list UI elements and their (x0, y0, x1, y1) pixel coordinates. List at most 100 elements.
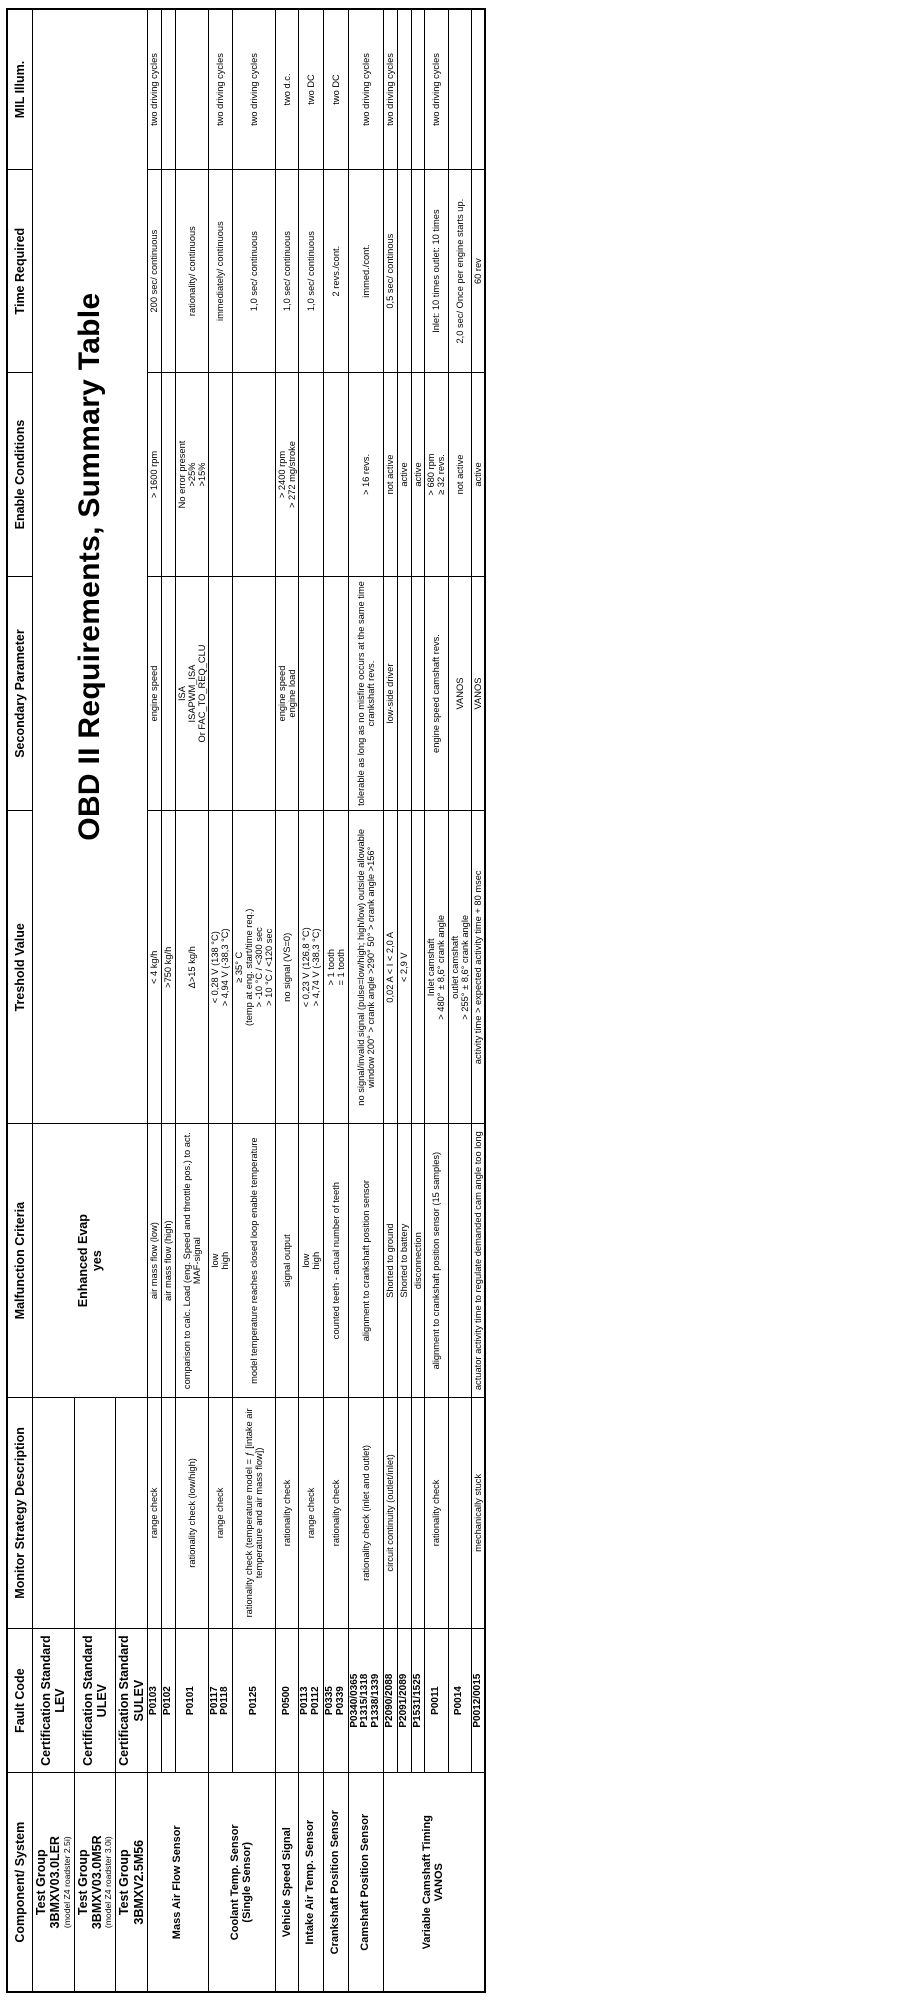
enable-conditions-cell (232, 372, 276, 577)
table-row: Intake Air Temp. Sensor P0113 P0112 range c… (298, 9, 324, 1992)
meta-blank-1 (74, 1397, 116, 1629)
monitor-strategy-cell (397, 1397, 412, 1629)
malfunction-criteria-cell: model temperature reaches closed loop en… (232, 1123, 276, 1398)
malfunction-criteria-cell: signal output (275, 1123, 299, 1398)
mil-illum-cell: two driving cycles (232, 9, 276, 170)
cert-standard-label-2: Certification Standard (117, 1635, 132, 1766)
fault-code-cell: P0101 (175, 1628, 209, 1773)
secondary-parameter-cell (208, 576, 233, 811)
monitor-strategy-cell: rationality check (inlet and outlet) (348, 1397, 384, 1629)
fault-code-cell: P0335 P0339 (323, 1628, 349, 1773)
secondary-parameter-cell (298, 576, 324, 811)
test-group-code-1: 3BMXV03.0M5R (90, 1835, 104, 1930)
meta-blank-0 (32, 1397, 75, 1629)
table-row: Vehicle Speed Signal P0500 rationality che… (275, 9, 299, 1992)
enable-conditions-cell (323, 372, 349, 577)
cert-standard-value-2: SULEV (131, 1679, 146, 1722)
table-row: P0012/0015 mechanically stuck actuator act… (471, 9, 486, 1992)
table-row: P0125 rationality check (temperature mode… (232, 9, 276, 1992)
fault-code-cell: P0014 (448, 1628, 472, 1773)
header-secondary-parameter: Secondary Parameter (7, 576, 33, 811)
table-row: Crankshaft Position Sensor P0335 P0339 rati… (323, 9, 349, 1992)
fault-code-cell: P0011 (424, 1628, 448, 1773)
threshold-value-cell: no signal/invalid signal (pulse=low/high… (348, 810, 384, 1124)
time-required-cell: immediately/ continuous (208, 169, 233, 373)
table-row: P0101 rationality check (low/high) compari… (175, 9, 209, 1992)
enable-conditions-cell: active (411, 372, 425, 577)
secondary-parameter-cell: low-side driver (383, 576, 398, 811)
header-malfunction-criteria: Malfunction Criteria (7, 1123, 33, 1398)
mil-illum-cell (397, 9, 412, 170)
time-required-cell: immed./cont. (348, 169, 384, 373)
enable-conditions-cell: > 1600 rpm (147, 372, 162, 577)
enhanced-evap-label: Enhanced Evap (75, 1214, 90, 1308)
fault-code-cell: P0340/0365 P1315/1318 P1338/1339 (348, 1628, 384, 1773)
enable-conditions-cell: No error present >25% >15% (175, 372, 209, 577)
malfunction-criteria-cell: alignment to crankshaft position sensor … (424, 1123, 448, 1398)
threshold-value-cell: < 2,9 V (397, 810, 412, 1124)
secondary-parameter-cell (411, 576, 425, 811)
header-threshold-value: Treshold Value (7, 810, 33, 1124)
table-row: Coolant Temp. Sensor (Single Sensor) P0117… (208, 9, 276, 1992)
enable-conditions-cell (161, 372, 176, 577)
threshold-value-cell: Inlet camshaft > 480° ± 8,6° crank angle (424, 810, 448, 1124)
time-required-cell (411, 169, 425, 373)
malfunction-criteria-cell: low high (208, 1123, 233, 1398)
monitor-strategy-cell: circuit continuity (outlet/inlet) (383, 1397, 398, 1629)
secondary-parameter-cell: VANOS (471, 576, 486, 811)
mil-illum-cell: two DC (323, 9, 349, 170)
table-body: Mass Air Flow Sensor P0103 range check air … (147, 9, 486, 1992)
enable-conditions-cell: > 680 rpm ≥ 32 revs. (424, 372, 448, 577)
test-group-sub-0: (model Z4 roadster 2.5i) (61, 1836, 72, 1929)
enhanced-evap: Enhanced Evap yes (32, 1123, 148, 1398)
threshold-value-cell: >750 kg/h (161, 810, 176, 1124)
malfunction-criteria-cell: alignment to crankshaft position sensor (348, 1123, 384, 1398)
monitor-strategy-cell: rationality check (323, 1397, 349, 1629)
malfunction-criteria-cell: counted teeth - actual number of teeth (323, 1123, 349, 1398)
cert-standard-value-0: LEV (53, 1688, 68, 1713)
enable-conditions-cell: not active (448, 372, 472, 577)
test-group-2: Test Group 3BMXV2.5M56 (115, 1772, 148, 1992)
fault-code-cell: P1531/1525 (411, 1628, 425, 1773)
header-component: Component/ System (7, 1772, 33, 1992)
monitor-strategy-cell: rationality check (275, 1397, 299, 1629)
page-title: OBD II Requirements, Summary Table (32, 9, 148, 1124)
table-row: P0014 outlet camshaft > 255° ± 8,6° crank … (448, 9, 472, 1992)
mil-illum-cell: two driving cycles (424, 9, 448, 170)
meta-blank-2 (115, 1397, 148, 1629)
malfunction-criteria-cell: air mass flow (low) (147, 1123, 162, 1398)
mil-illum-cell: two DC (298, 9, 324, 170)
time-required-cell: 2 revs./cont. (323, 169, 349, 373)
test-group-label-1: Test Group (75, 1849, 90, 1916)
secondary-parameter-cell (397, 576, 412, 811)
monitor-strategy-cell (161, 1397, 176, 1629)
enable-conditions-cell: not active (383, 372, 398, 577)
mil-illum-cell: two d.c. (275, 9, 299, 170)
mil-illum-cell: two driving cycles (348, 9, 384, 170)
table-row: P1531/1525 disconnection active (411, 9, 425, 1992)
header-monitor-strategy: Monitor Strategy Description (7, 1397, 33, 1629)
malfunction-criteria-cell: low high (298, 1123, 324, 1398)
threshold-value-cell: < 4 kg/h (147, 810, 162, 1124)
threshold-value-cell (411, 810, 425, 1124)
secondary-parameter-cell (232, 576, 276, 811)
fault-code-cell: P0012/0015 (471, 1628, 486, 1773)
header-row: Component/ System Fault Code Monitor Str… (7, 9, 33, 1992)
mil-illum-cell: two driving cycles (208, 9, 233, 170)
table-row: P0011 rationality check alignment to crank… (424, 9, 448, 1992)
time-required-cell: Inlet: 10 times outlet: 10 times (424, 169, 448, 373)
secondary-parameter-cell (323, 576, 349, 811)
test-group-sub-1: (model Z4 roadster 3.0i) (103, 1836, 114, 1929)
malfunction-criteria-cell: Shorted to ground (383, 1123, 398, 1398)
table-row: P0102 air mass flow (high) >750 kg/h (161, 9, 176, 1992)
monitor-strategy-cell: range check (208, 1397, 233, 1629)
enable-conditions-cell: > 2400 rpm > 272 mg/stroke (275, 372, 299, 577)
component-cell: Variable Camshaft Timing VANOS (383, 1772, 486, 1992)
fault-code-cell: P2090/2088 (383, 1628, 398, 1773)
cert-standard-0: Certification Standard LEV (32, 1628, 75, 1773)
header-enable-conditions: Enable Conditions (7, 372, 33, 577)
test-group-label-0: Test Group (34, 1849, 48, 1916)
test-group-0: Test Group 3BMXV03.0LER (model Z4 roadst… (32, 1772, 75, 1992)
